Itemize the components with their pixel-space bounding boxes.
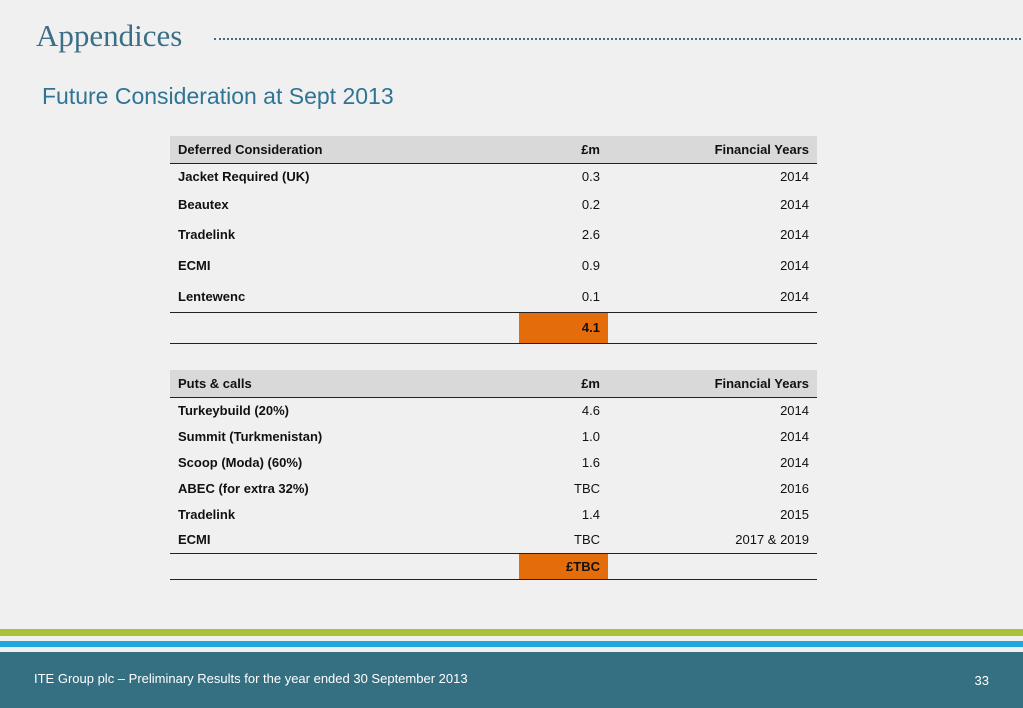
row-years: 2015 (780, 506, 809, 522)
deferred-consideration-table: Deferred Consideration £m Financial Year… (170, 136, 817, 344)
row-amount: 0.1 (581, 288, 600, 304)
row-amount: 1.4 (581, 506, 600, 522)
table-row: Tradelink 1.4 2015 (170, 501, 817, 527)
row-name: Tradelink (178, 227, 236, 242)
row-amount: TBC (574, 532, 600, 548)
row-name: ECMI (178, 258, 211, 273)
total-spacer (608, 311, 817, 344)
row-name: Turkeybuild (20%) (178, 402, 290, 418)
table-row: ECMI TBC 2017 & 2019 (170, 527, 817, 553)
row-amount: 2.6 (581, 227, 600, 242)
table-header-row: Puts & calls £m Financial Years (170, 370, 817, 398)
total-spacer (608, 552, 817, 580)
column-header-years: Financial Years (608, 370, 817, 398)
row-amount: 0.9 (581, 258, 600, 273)
row-years: 2014 (780, 258, 809, 273)
title-divider (214, 38, 1021, 40)
table-row: Tradelink 2.6 2014 (170, 219, 817, 250)
row-amount: 4.6 (581, 402, 600, 418)
page-subtitle: Future Consideration at Sept 2013 (42, 83, 394, 109)
row-name: Lentewenc (178, 288, 246, 304)
table-row: Lentewenc 0.1 2014 (170, 281, 817, 312)
table-row: Jacket Required (UK) 0.3 2014 (170, 163, 817, 190)
column-header-name: Deferred Consideration (170, 136, 519, 164)
total-row: 4.1 (170, 311, 817, 344)
table-row: ABEC (for extra 32%) TBC 2016 (170, 475, 817, 501)
row-years: 2014 (780, 197, 809, 212)
row-years: 2017 & 2019 (735, 532, 809, 548)
table-row: Beautex 0.2 2014 (170, 190, 817, 219)
page-number: 33 (974, 673, 989, 688)
row-amount: 1.6 (581, 454, 600, 470)
row-years: 2014 (780, 227, 809, 242)
row-name: ECMI (178, 532, 211, 548)
footer-bar: ITE Group plc – Preliminary Results for … (0, 652, 1023, 708)
footer-text: ITE Group plc – Preliminary Results for … (34, 671, 468, 686)
table-row: Turkeybuild (20%) 4.6 2014 (170, 397, 817, 423)
row-years: 2014 (780, 454, 809, 470)
row-years: 2014 (780, 428, 809, 444)
puts-calls-table: Puts & calls £m Financial Years Turkeybu… (170, 370, 817, 580)
total-spacer (170, 311, 519, 344)
row-name: Tradelink (178, 506, 236, 522)
table-row: Summit (Turkmenistan) 1.0 2014 (170, 423, 817, 449)
total-amount: £TBC (519, 552, 608, 580)
row-amount: 0.3 (581, 169, 600, 185)
row-name: ABEC (for extra 32%) (178, 480, 309, 496)
column-header-amount: £m (519, 136, 608, 164)
table-row: ECMI 0.9 2014 (170, 250, 817, 281)
column-header-amount: £m (519, 370, 608, 398)
row-years: 2014 (780, 169, 809, 185)
row-name: Scoop (Moda) (60%) (178, 454, 303, 470)
table-row: Scoop (Moda) (60%) 1.6 2014 (170, 449, 817, 475)
row-name: Jacket Required (UK) (178, 169, 310, 185)
row-years: 2016 (780, 480, 809, 496)
total-amount: 4.1 (519, 311, 608, 344)
total-spacer (170, 552, 519, 580)
row-amount: 1.0 (581, 428, 600, 444)
row-years: 2014 (780, 402, 809, 418)
row-name: Summit (Turkmenistan) (178, 428, 323, 444)
page-title: Appendices (36, 18, 183, 53)
row-amount: TBC (574, 480, 600, 496)
row-amount: 0.2 (581, 197, 600, 212)
decorative-stripe-green (0, 629, 1023, 636)
column-header-name: Puts & calls (170, 370, 519, 398)
table-header-row: Deferred Consideration £m Financial Year… (170, 136, 817, 164)
row-years: 2014 (780, 288, 809, 304)
row-name: Beautex (178, 197, 229, 212)
column-header-years: Financial Years (608, 136, 817, 164)
total-row: £TBC (170, 552, 817, 580)
decorative-stripe-blue (0, 641, 1023, 647)
